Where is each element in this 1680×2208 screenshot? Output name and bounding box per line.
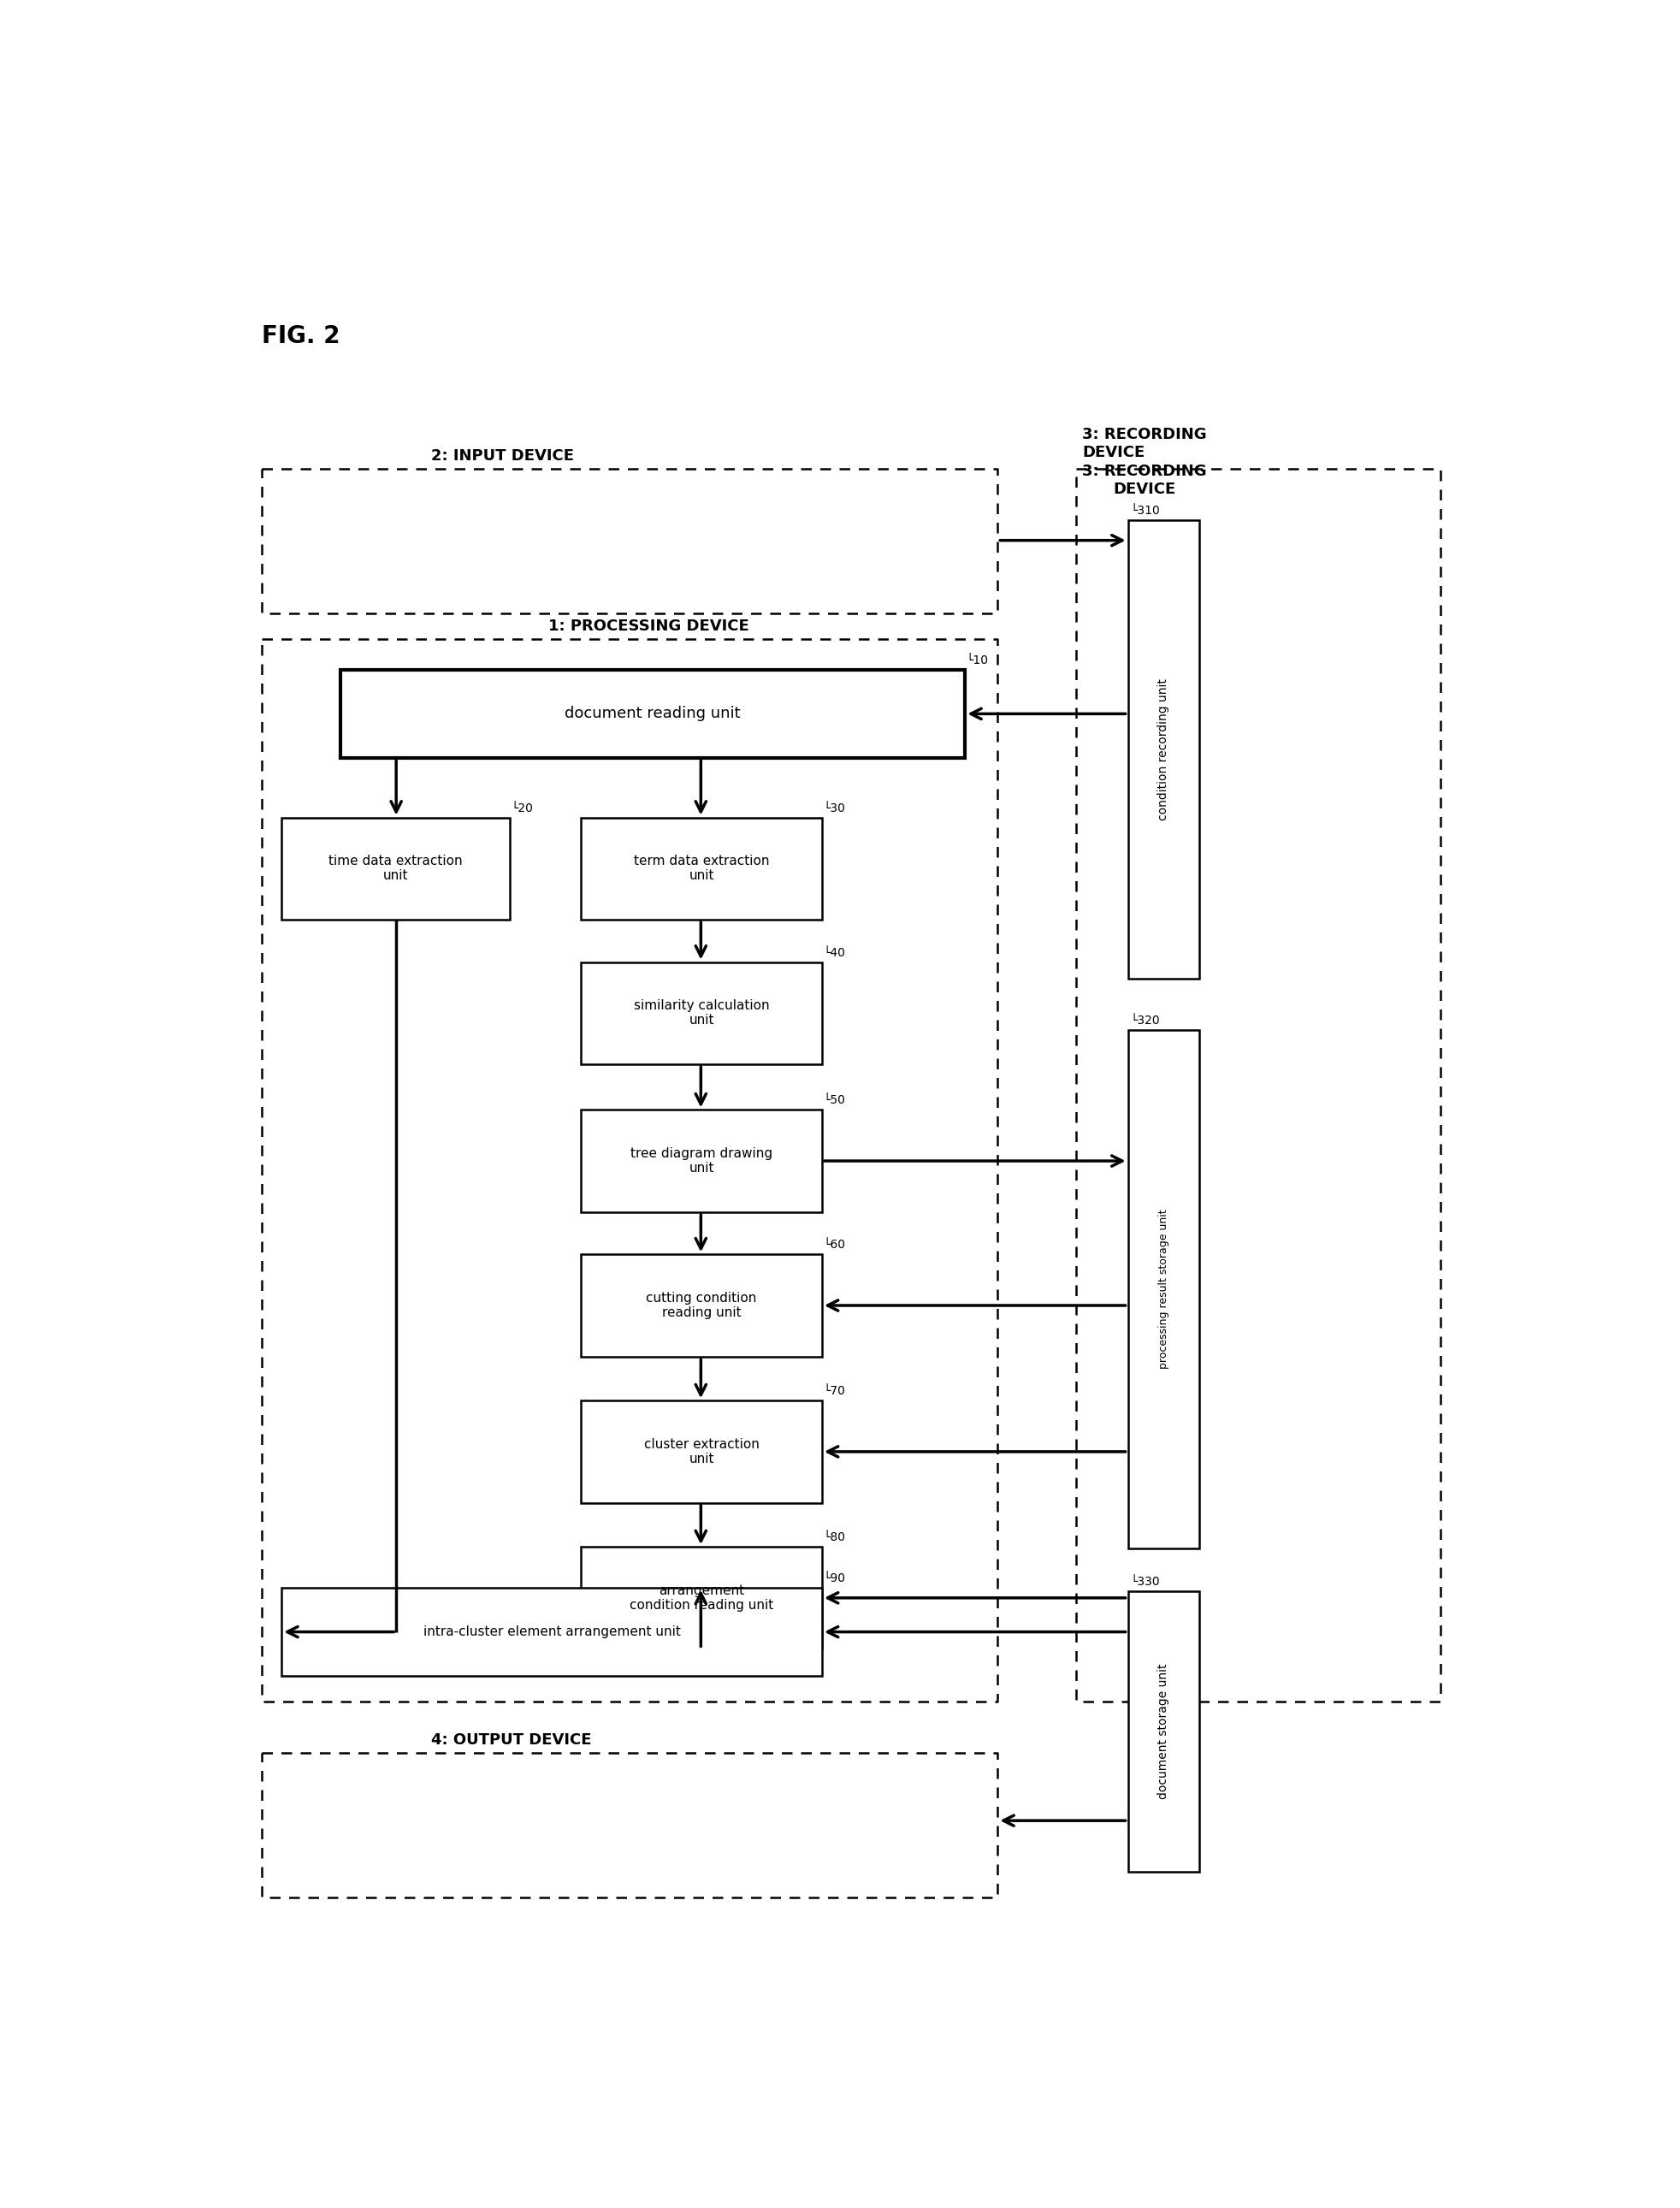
Text: intra-cluster element arrangement unit: intra-cluster element arrangement unit: [423, 1625, 680, 1638]
Text: 3: RECORDING
DEVICE: 3: RECORDING DEVICE: [1082, 428, 1206, 461]
Bar: [1127, 519, 1200, 978]
Text: 3: RECORDING
DEVICE: 3: RECORDING DEVICE: [1082, 464, 1206, 497]
Text: document reading unit: document reading unit: [564, 707, 741, 722]
Text: processing result storage unit: processing result storage unit: [1158, 1210, 1169, 1369]
Bar: [282, 1588, 822, 1676]
Text: FIG. 2: FIG. 2: [262, 325, 341, 349]
Text: └10: └10: [966, 654, 990, 667]
Text: similarity calculation
unit: similarity calculation unit: [633, 1000, 769, 1027]
Bar: [581, 1254, 822, 1356]
Text: tree diagram drawing
unit: tree diagram drawing unit: [630, 1148, 773, 1175]
Text: cutting condition
reading unit: cutting condition reading unit: [647, 1292, 756, 1320]
Text: └330: └330: [1131, 1577, 1161, 1588]
Text: arrangement
condition reading unit: arrangement condition reading unit: [630, 1583, 773, 1612]
Text: └320: └320: [1131, 1016, 1161, 1027]
Text: document storage unit: document storage unit: [1158, 1663, 1169, 1800]
Text: └70: └70: [823, 1384, 845, 1398]
Bar: [581, 817, 822, 919]
Text: 4: OUTPUT DEVICE: 4: OUTPUT DEVICE: [432, 1731, 591, 1747]
Bar: [1127, 1592, 1200, 1872]
Text: └40: └40: [823, 947, 845, 958]
Text: cluster extraction
unit: cluster extraction unit: [643, 1437, 759, 1466]
Text: time data extraction
unit: time data extraction unit: [329, 854, 462, 883]
Text: condition recording unit: condition recording unit: [1158, 678, 1169, 821]
Text: └60: └60: [823, 1239, 845, 1252]
Bar: [581, 963, 822, 1064]
Text: └80: └80: [823, 1532, 845, 1543]
Text: └30: └30: [823, 802, 845, 815]
Bar: [581, 1111, 822, 1212]
Text: 1: PROCESSING DEVICE: 1: PROCESSING DEVICE: [548, 618, 749, 634]
Bar: [339, 669, 964, 757]
Text: └20: └20: [511, 802, 533, 815]
Text: term data extraction
unit: term data extraction unit: [633, 854, 769, 883]
Bar: [581, 1548, 822, 1649]
Bar: [581, 1400, 822, 1504]
Bar: [282, 817, 509, 919]
Text: └90: └90: [823, 1572, 845, 1585]
Text: └310: └310: [1131, 506, 1161, 517]
Text: └50: └50: [823, 1095, 845, 1106]
Text: 2: INPUT DEVICE: 2: INPUT DEVICE: [432, 448, 575, 464]
Bar: [1127, 1029, 1200, 1548]
